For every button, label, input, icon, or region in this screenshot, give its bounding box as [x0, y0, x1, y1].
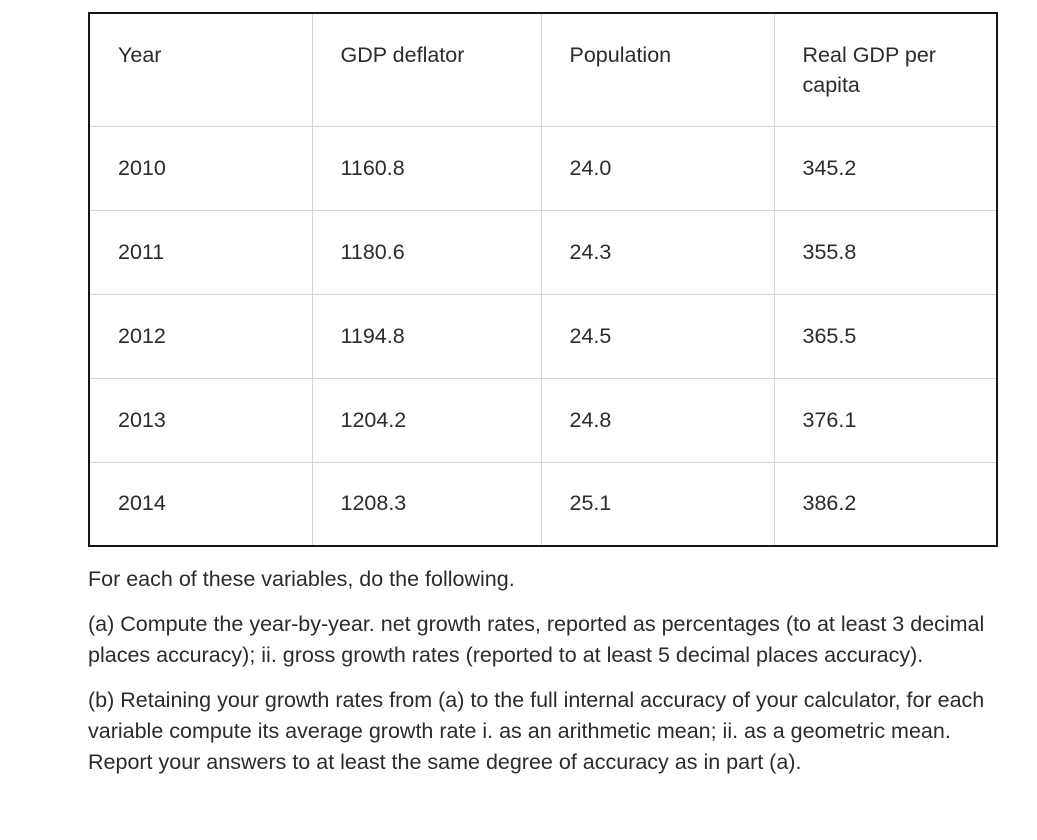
cell-real-gdp-per-capita: 355.8 [773, 209, 998, 295]
part-a-text: (a) Compute the year-by-year. net growth… [88, 612, 985, 667]
instructions-section: For each of these variables, do the foll… [88, 564, 990, 778]
cell-gdp-deflator: 1204.2 [311, 377, 542, 463]
cell-gdp-deflator: 1180.6 [311, 209, 542, 295]
column-header-year: Year [88, 12, 313, 127]
cell-population: 24.3 [540, 209, 775, 295]
cell-gdp-deflator: 1194.8 [311, 293, 542, 379]
table-header-row: Year GDP deflator Population Real GDP pe… [88, 12, 998, 127]
column-header-population: Population [540, 12, 775, 127]
cell-real-gdp-per-capita: 345.2 [773, 125, 998, 211]
column-header-gdp-deflator: GDP deflator [311, 12, 542, 127]
cell-population: 24.0 [540, 125, 775, 211]
table-row-2014: 2014 1208.3 25.1 386.2 [88, 461, 998, 547]
cell-year: 2011 [88, 209, 313, 295]
cell-population: 25.1 [540, 461, 775, 547]
cell-gdp-deflator: 1208.3 [311, 461, 542, 547]
table-row-2012: 2012 1194.8 24.5 365.5 [88, 293, 998, 379]
table-row-2013: 2013 1204.2 24.8 376.1 [88, 377, 998, 463]
cell-population: 24.5 [540, 293, 775, 379]
intro-text: For each of these variables, do the foll… [88, 567, 515, 591]
column-header-real-gdp-per-capita: Real GDP per capita [773, 12, 998, 127]
cell-year: 2013 [88, 377, 313, 463]
cell-year: 2014 [88, 461, 313, 547]
cell-year: 2010 [88, 125, 313, 211]
cell-year: 2012 [88, 293, 313, 379]
cell-gdp-deflator: 1160.8 [311, 125, 542, 211]
part-b-text: (b) Retaining your growth rates from (a)… [88, 688, 985, 774]
cell-real-gdp-per-capita: 386.2 [773, 461, 998, 547]
macro-data-table: Year GDP deflator Population Real GDP pe… [88, 12, 998, 547]
cell-real-gdp-per-capita: 376.1 [773, 377, 998, 463]
cell-population: 24.8 [540, 377, 775, 463]
table-row-2010: 2010 1160.8 24.0 345.2 [88, 125, 998, 211]
cell-real-gdp-per-capita: 365.5 [773, 293, 998, 379]
table-row-2011: 2011 1180.6 24.3 355.8 [88, 209, 998, 295]
